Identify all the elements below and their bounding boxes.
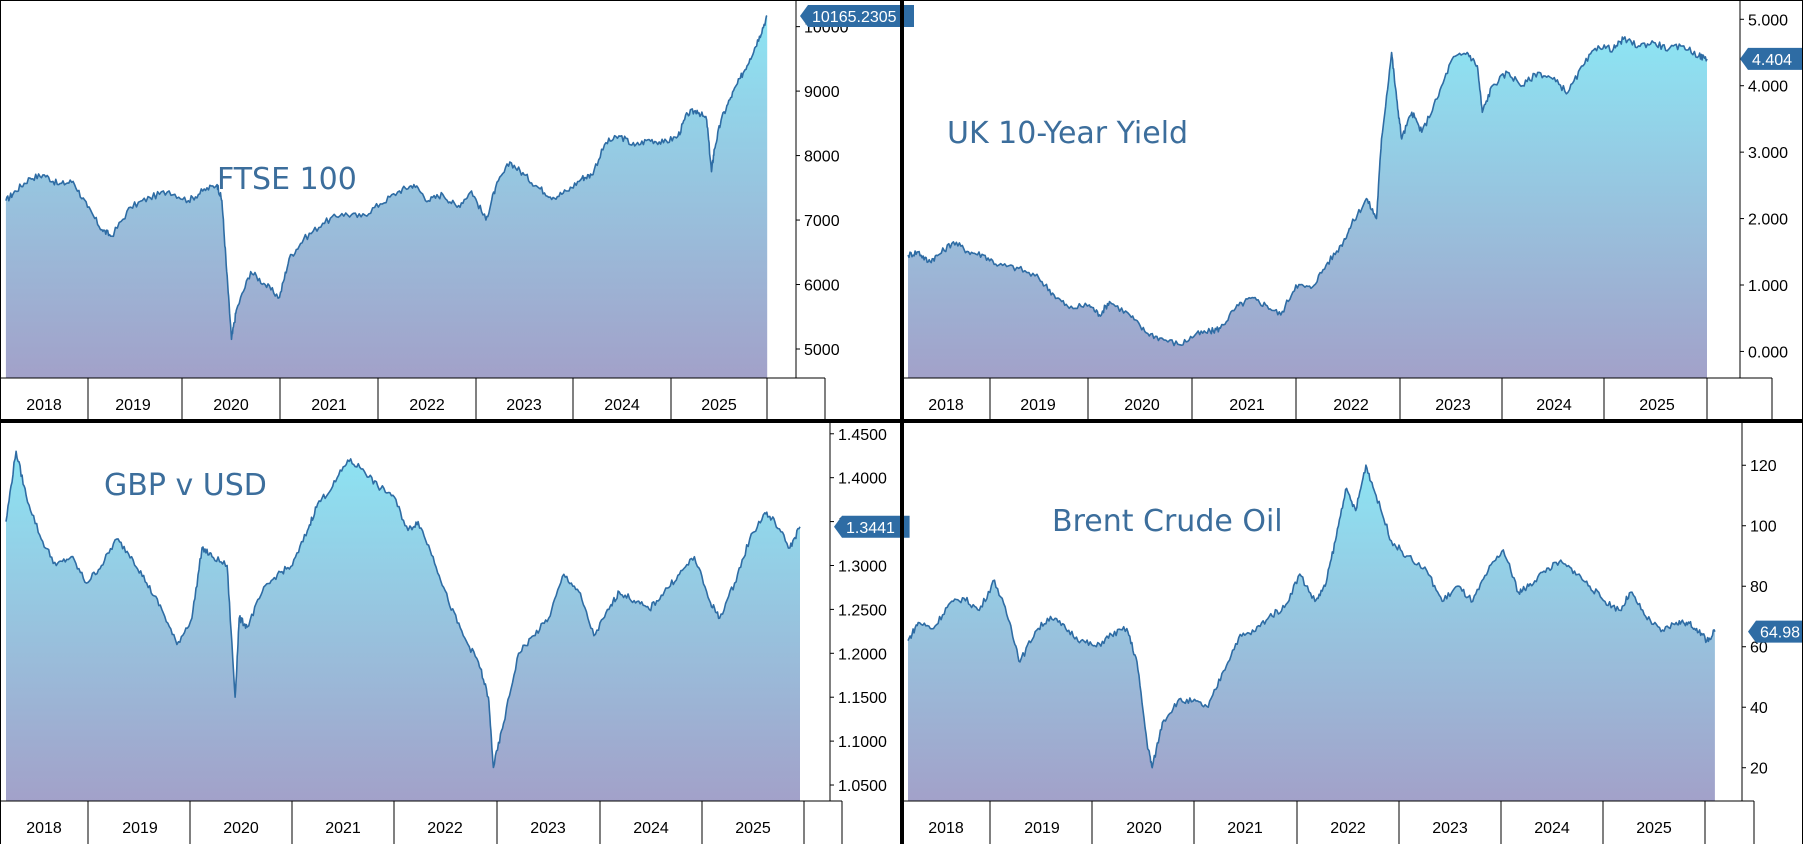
uk-10-year-yield-y-tick-label: 5.000 — [1748, 12, 1788, 29]
uk-10-year-yield-y-tick-label: 1.000 — [1748, 278, 1788, 295]
uk-10-year-yield-x-tick-label: 2021 — [1229, 397, 1265, 414]
ftse-100-y-tick-label: 9000 — [804, 84, 840, 101]
brent-crude-oil-x-tick-label: 2021 — [1227, 820, 1263, 837]
gbp-v-usd-y-tick-label: 1.4000 — [838, 471, 887, 488]
uk-10-year-yield-last-value-label: 4.404 — [1752, 52, 1792, 69]
gbp-v-usd-y-tick-label: 1.2000 — [838, 646, 887, 663]
ftse-100-x-tick-label: 2024 — [604, 397, 640, 414]
ftse-100-x-tick-label: 2021 — [311, 397, 347, 414]
gbp-v-usd-y-tick-label: 1.2500 — [838, 602, 887, 619]
ftse-100-area — [5, 16, 768, 378]
gbp-v-usd-area — [6, 451, 800, 801]
uk-10-year-yield-chart: 0.000 1.000 2.000 3.000 4.000 5.000 2018 2019 20… — [902, 0, 1803, 420]
brent-crude-oil-y-tick-label: 100 — [1750, 519, 1777, 536]
brent-crude-oil-x-tick-label: 2025 — [1636, 820, 1672, 837]
uk-10-year-yield-y-tick-label: 4.000 — [1748, 79, 1788, 96]
uk-10-year-yield-y-tick-label: 2.000 — [1748, 212, 1788, 229]
brent-crude-oil-x-tick-label: 2024 — [1534, 820, 1570, 837]
gbp-v-usd-y-tick-label: 1.3000 — [838, 558, 887, 575]
gbp-v-usd-chart: 1.05001.10001.15001.20001.25001.30001.35… — [0, 421, 910, 844]
gbp-v-usd-x-tick-label: 2018 — [26, 820, 62, 837]
uk-10-year-yield-x-tick-label: 2024 — [1536, 397, 1572, 414]
uk-10-year-yield-x-tick-label: 2019 — [1020, 397, 1056, 414]
uk-10-year-yield-y-tick-label: 0.000 — [1748, 344, 1788, 361]
gbp-v-usd-y-tick-label: 1.4500 — [838, 427, 887, 444]
ftse-100-y-tick-label: 8000 — [804, 149, 840, 166]
brent-crude-oil-x-tick-label: 2022 — [1330, 820, 1366, 837]
gbp-v-usd-x-tick-label: 2020 — [223, 820, 259, 837]
brent-crude-oil-y-tick-label: 20 — [1750, 761, 1768, 778]
brent-crude-oil-x-tick-label: 2019 — [1024, 820, 1060, 837]
ftse-100-series-line — [5, 15, 768, 341]
uk-10-year-yield-x-tick-label: 2018 — [928, 397, 964, 414]
ftse-100-x-tick-label: 2023 — [506, 397, 542, 414]
brent-crude-oil-last-value-label: 64.98 — [1760, 625, 1800, 642]
ftse-100-panel: 5000 6000 7000 8000 9000 10000 2018 2019 2020 202… — [0, 0, 914, 421]
brent-crude-oil-x-tick-label: 2018 — [928, 820, 964, 837]
gbp-v-usd-title: GBP v USD — [104, 468, 267, 503]
ftse-100-last-value-label: 10165.2305 — [812, 9, 897, 26]
ftse-100-x-tick-label: 2018 — [26, 397, 62, 414]
brent-crude-oil-y-tick-label: 60 — [1750, 640, 1768, 657]
uk-10-year-yield-last-value-badge — [1740, 47, 1803, 70]
ftse-100-y-tick-label: 6000 — [804, 278, 840, 295]
gbp-v-usd-last-value-badge — [834, 515, 910, 538]
brent-crude-oil-panel: 20 40 60 80 100 120 2018 2019 2020 2021 2022 2023 20… — [902, 421, 1803, 844]
gbp-v-usd-x-tick-label: 2025 — [735, 820, 771, 837]
ftse-100-title: FTSE 100 — [217, 162, 357, 197]
brent-crude-oil-chart: 20 40 60 80 100 120 2018 2019 2020 2021 2022 2023 20… — [902, 421, 1803, 844]
gbp-v-usd-x-tick-label: 2021 — [325, 820, 361, 837]
ftse-100-y-tick-label: 7000 — [804, 213, 840, 230]
uk-10-year-yield-y-tick-label: 3.000 — [1748, 145, 1788, 162]
brent-crude-oil-y-tick-label: 40 — [1750, 700, 1768, 717]
ftse-100-y-tick-label: 5000 — [804, 342, 840, 359]
gbp-v-usd-x-tick-label: 2022 — [427, 820, 463, 837]
brent-crude-oil-x-tick-label: 2023 — [1432, 820, 1468, 837]
brent-crude-oil-x-tick-label: 2020 — [1126, 820, 1162, 837]
gbp-v-usd-panel: 1.05001.10001.15001.20001.25001.30001.35… — [0, 421, 910, 844]
uk-10-year-yield-series-line — [907, 36, 1708, 347]
brent-crude-oil-title: Brent Crude Oil — [1052, 504, 1283, 539]
uk-10-year-yield-x-tick-label: 2022 — [1333, 397, 1369, 414]
uk-10-year-yield-x-tick-label: 2025 — [1639, 397, 1675, 414]
frame-vertical-divider — [900, 0, 904, 844]
uk-10-year-yield-x-tick-label: 2023 — [1435, 397, 1471, 414]
ftse-100-x-tick-label: 2025 — [701, 397, 737, 414]
gbp-v-usd-x-tick-label: 2023 — [530, 820, 566, 837]
uk-10-year-yield-panel: 0.000 1.000 2.000 3.000 4.000 5.000 2018 2019 20… — [902, 0, 1803, 421]
brent-crude-oil-area — [908, 465, 1715, 801]
ftse-100-x-tick-label: 2020 — [213, 397, 249, 414]
ftse-100-x-tick-label: 2019 — [115, 397, 151, 414]
brent-crude-oil-y-tick-label: 120 — [1750, 458, 1777, 475]
gbp-v-usd-y-tick-label: 1.1500 — [838, 690, 887, 707]
brent-crude-oil-y-tick-label: 80 — [1750, 579, 1768, 596]
brent-crude-oil-last-value-badge — [1748, 620, 1803, 643]
brent-crude-oil-series-line — [907, 464, 1716, 769]
ftse-100-x-tick-label: 2022 — [409, 397, 445, 414]
gbp-v-usd-series-line — [5, 450, 801, 769]
uk-10-year-yield-title: UK 10-Year Yield — [947, 116, 1188, 151]
gbp-v-usd-y-tick-label: 1.1000 — [838, 734, 887, 751]
uk-10-year-yield-area — [908, 36, 1707, 379]
gbp-v-usd-y-tick-label: 1.0500 — [838, 778, 887, 795]
gbp-v-usd-x-tick-label: 2024 — [633, 820, 669, 837]
gbp-v-usd-last-value-label: 1.3441 — [846, 520, 895, 537]
uk-10-year-yield-x-tick-label: 2020 — [1124, 397, 1160, 414]
gbp-v-usd-x-tick-label: 2019 — [122, 820, 158, 837]
ftse-100-last-value-badge — [800, 4, 914, 27]
